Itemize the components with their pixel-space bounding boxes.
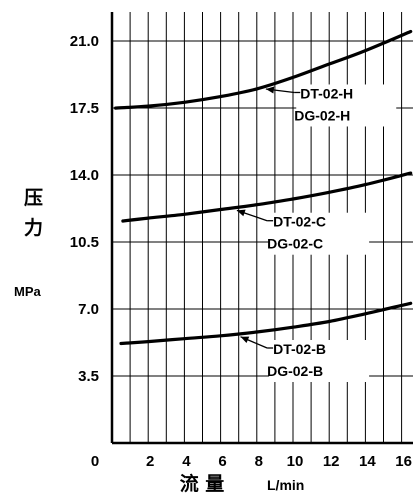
callout-label-line2: DG-02-B (267, 363, 323, 379)
series-lines (114, 29, 413, 346)
callout-label-line2: DG-02-C (267, 236, 323, 252)
y-tick-label: 21.0 (70, 33, 99, 50)
y-tick-label: 17.5 (70, 100, 99, 117)
callout-1: DT-02-H DG-02-H (265, 84, 397, 127)
series-callouts: DT-02-H DG-02-H DT-02-C DG-02-C DT-02-B DG-02… (236, 84, 397, 382)
x-tick-label: 14 (359, 453, 376, 470)
y-axis-unit: MPa (14, 284, 42, 299)
callout-label-line1: DT-02-C (273, 214, 326, 230)
callout-2: DT-02-C DG-02-C (236, 209, 370, 255)
y-tick-label: 10.5 (70, 234, 99, 251)
axes (110, 12, 413, 445)
x-tick-label: 10 (287, 453, 304, 470)
callout-box (269, 339, 370, 382)
callout-box (296, 84, 397, 127)
x-axis-label-cjk: 流 量 (180, 472, 225, 495)
y-axis-label-char-1: 压 (24, 187, 43, 209)
callout-arrow (236, 209, 246, 217)
x-tick-label: 16 (395, 453, 412, 470)
callout-arrow (265, 86, 275, 94)
callout-box (269, 212, 370, 255)
callout-arrow (240, 336, 250, 344)
callout-label-line2: DG-02-H (294, 107, 350, 123)
y-tick-label: 3.5 (78, 368, 99, 385)
x-axis-unit: L/min (267, 477, 304, 493)
callout-label-line1: DT-02-B (273, 341, 326, 357)
x-tick-label: 2 (146, 453, 154, 470)
x-tick-label: 4 (182, 453, 191, 470)
callout-3: DT-02-B DG-02-B (240, 336, 370, 382)
x-tick-label: 8 (255, 453, 263, 470)
series-line-2 (121, 171, 413, 223)
y-tick-label: 14.0 (70, 167, 99, 184)
y-tick-label: 7.0 (78, 301, 99, 318)
y-axis-label-char-2: 力 (24, 216, 43, 239)
x-tick-label: 6 (218, 453, 226, 470)
callout-label-line1: DT-02-H (300, 85, 353, 101)
x-tick-labels: 0 2 4 6 8 10 12 14 16 (91, 453, 412, 470)
y-tick-labels: 3.5 7.0 10.5 14.0 17.5 21.0 (70, 33, 99, 385)
series-line-1 (114, 29, 413, 110)
x-tick-label: 0 (91, 453, 99, 470)
x-tick-label: 12 (323, 453, 340, 470)
series-line-3 (119, 301, 413, 346)
